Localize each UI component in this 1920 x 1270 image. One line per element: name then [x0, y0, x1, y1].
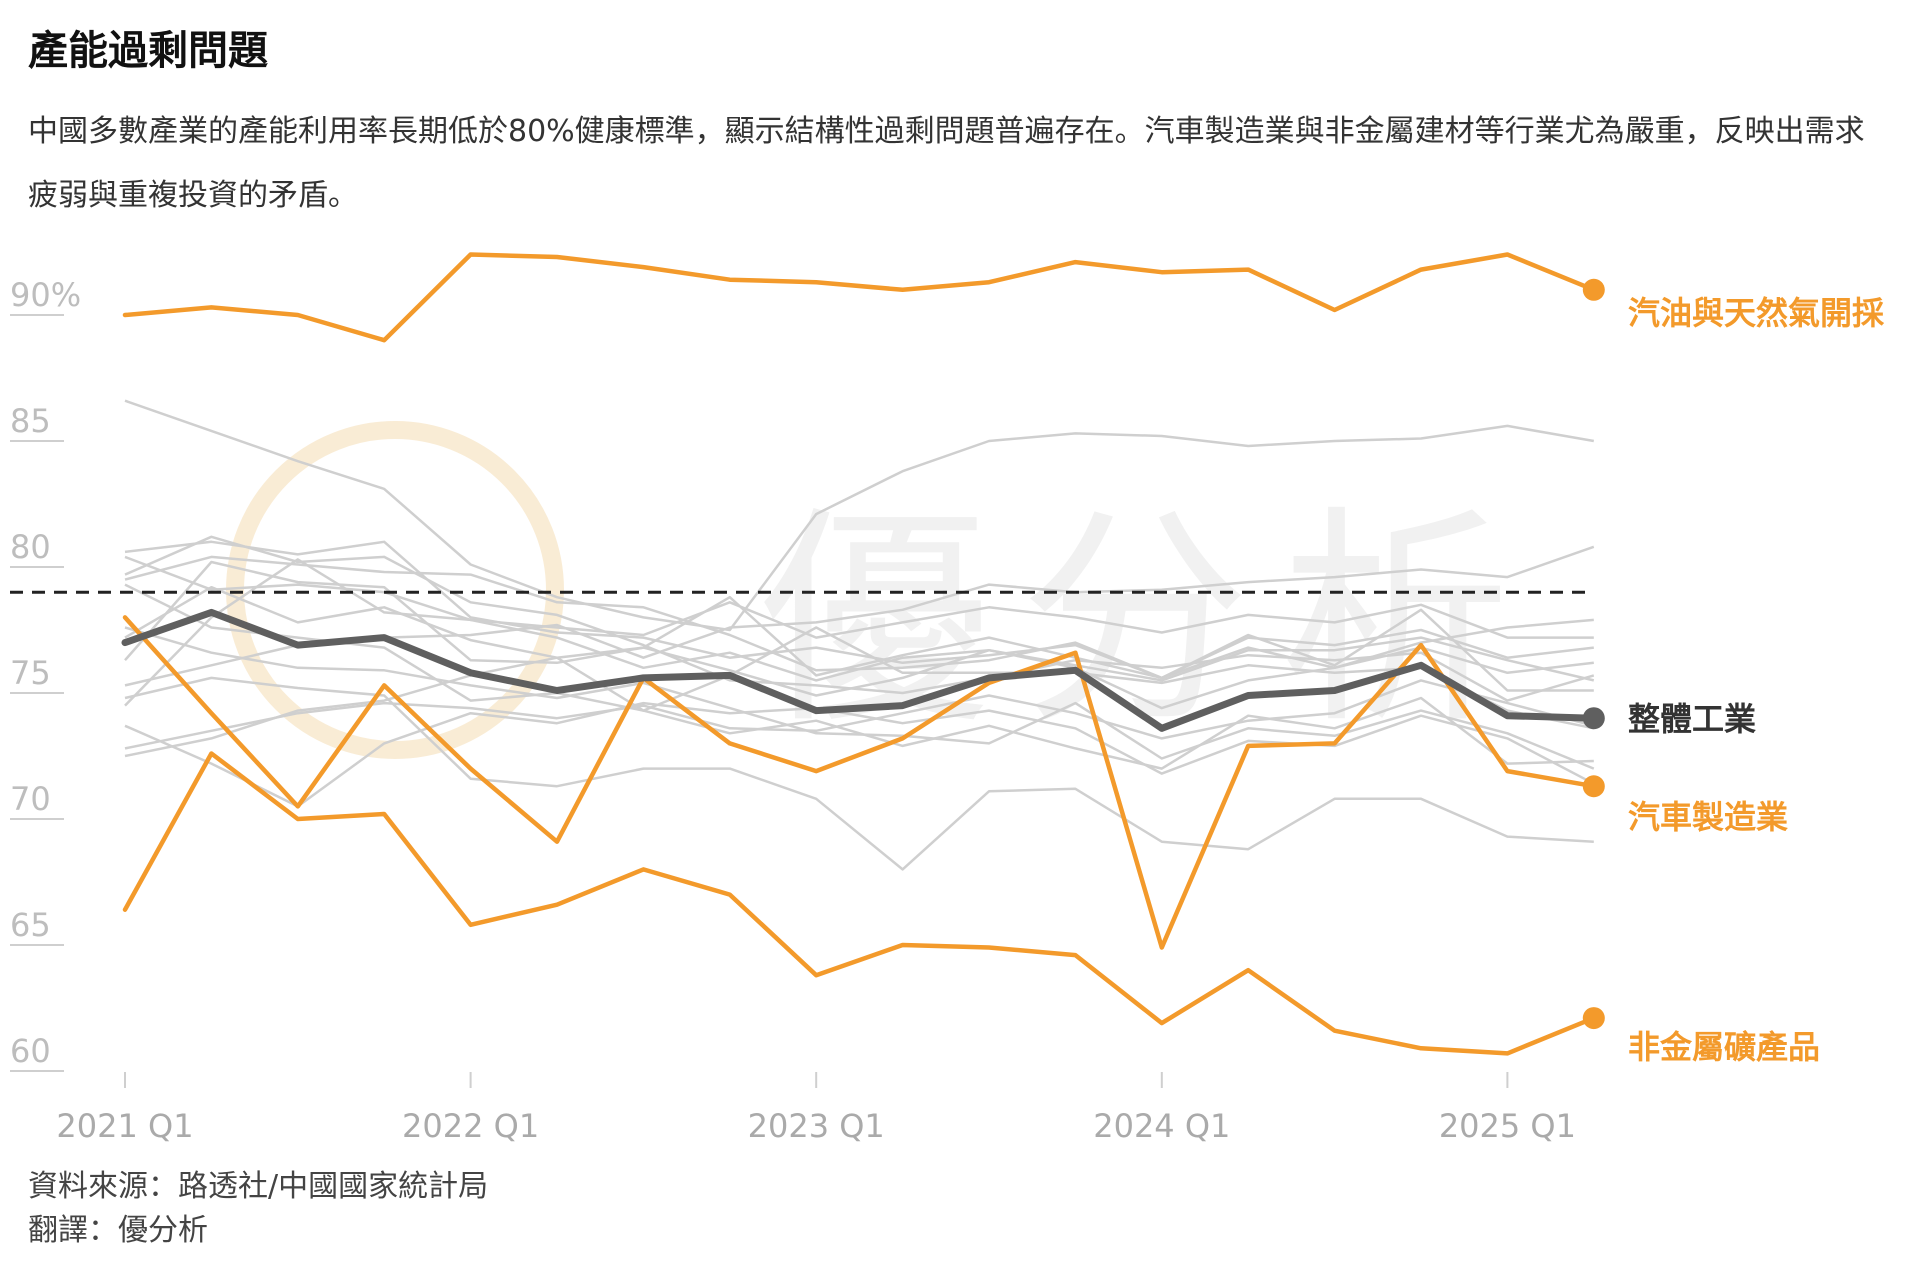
- series-end-marker: [1582, 278, 1605, 301]
- series-line: [121, 608, 1598, 732]
- y-tick-label: 70: [10, 780, 51, 818]
- background-industry-line: [124, 676, 1594, 871]
- background-industry-line: [124, 399, 1595, 632]
- series-line: [122, 751, 1597, 1056]
- x-tick-label: 2021 Q1: [56, 1107, 193, 1145]
- series-line: [122, 615, 1597, 950]
- y-tick-label: 60: [10, 1032, 51, 1070]
- y-tick-label: 80: [10, 528, 51, 566]
- x-tick-label: 2024 Q1: [1093, 1107, 1230, 1145]
- chart-subtitle: 中國多數產業的產能利用率長期低於80%健康標準，顯示結構性過剩問題普遍存在。汽車…: [28, 114, 1865, 213]
- background-industry-line: [124, 701, 1595, 808]
- x-axis: 2021 Q1 2022 Q1 2023 Q1 2024 Q1 2025 Q1: [56, 1072, 1576, 1145]
- y-tick-label: 75: [10, 654, 51, 692]
- translation-note: 翻譯：優分析: [28, 1213, 208, 1248]
- background-industry-line: [124, 626, 1595, 770]
- series-line: [122, 252, 1597, 343]
- y-tick-label: 90%: [10, 276, 81, 314]
- chart-title: 產能過剩問題: [28, 28, 268, 74]
- background-industry-line: [124, 585, 1594, 710]
- series-end-marker: [1582, 707, 1605, 730]
- series-label: 非金屬礦產品: [1628, 1028, 1820, 1066]
- y-tick-label: 65: [10, 906, 51, 944]
- footer: 資料來源：路透社/中國國家統計局 翻譯：優分析: [28, 1165, 488, 1253]
- background-industry-line: [124, 560, 1594, 692]
- y-tick-label: 85: [10, 402, 51, 440]
- background-industry-line: [124, 558, 1595, 707]
- watermark-logo-circle: [226, 421, 564, 759]
- x-tick-label: 2023 Q1: [748, 1107, 885, 1145]
- x-tick-label: 2025 Q1: [1439, 1107, 1576, 1145]
- series-label: 整體工業: [1628, 700, 1756, 738]
- series-end-marker: [1582, 775, 1605, 798]
- x-tick-label: 2022 Q1: [402, 1107, 539, 1145]
- y-axis: 90% 85 80 75 70 65 60: [10, 276, 81, 1072]
- background-industry-line: [124, 535, 1595, 702]
- source-note: 資料來源：路透社/中國國家統計局: [28, 1169, 489, 1204]
- series-label: 汽油與天然氣開採: [1628, 294, 1885, 332]
- series-end-marker: [1582, 1007, 1605, 1030]
- series-label: 汽車製造業: [1628, 798, 1788, 836]
